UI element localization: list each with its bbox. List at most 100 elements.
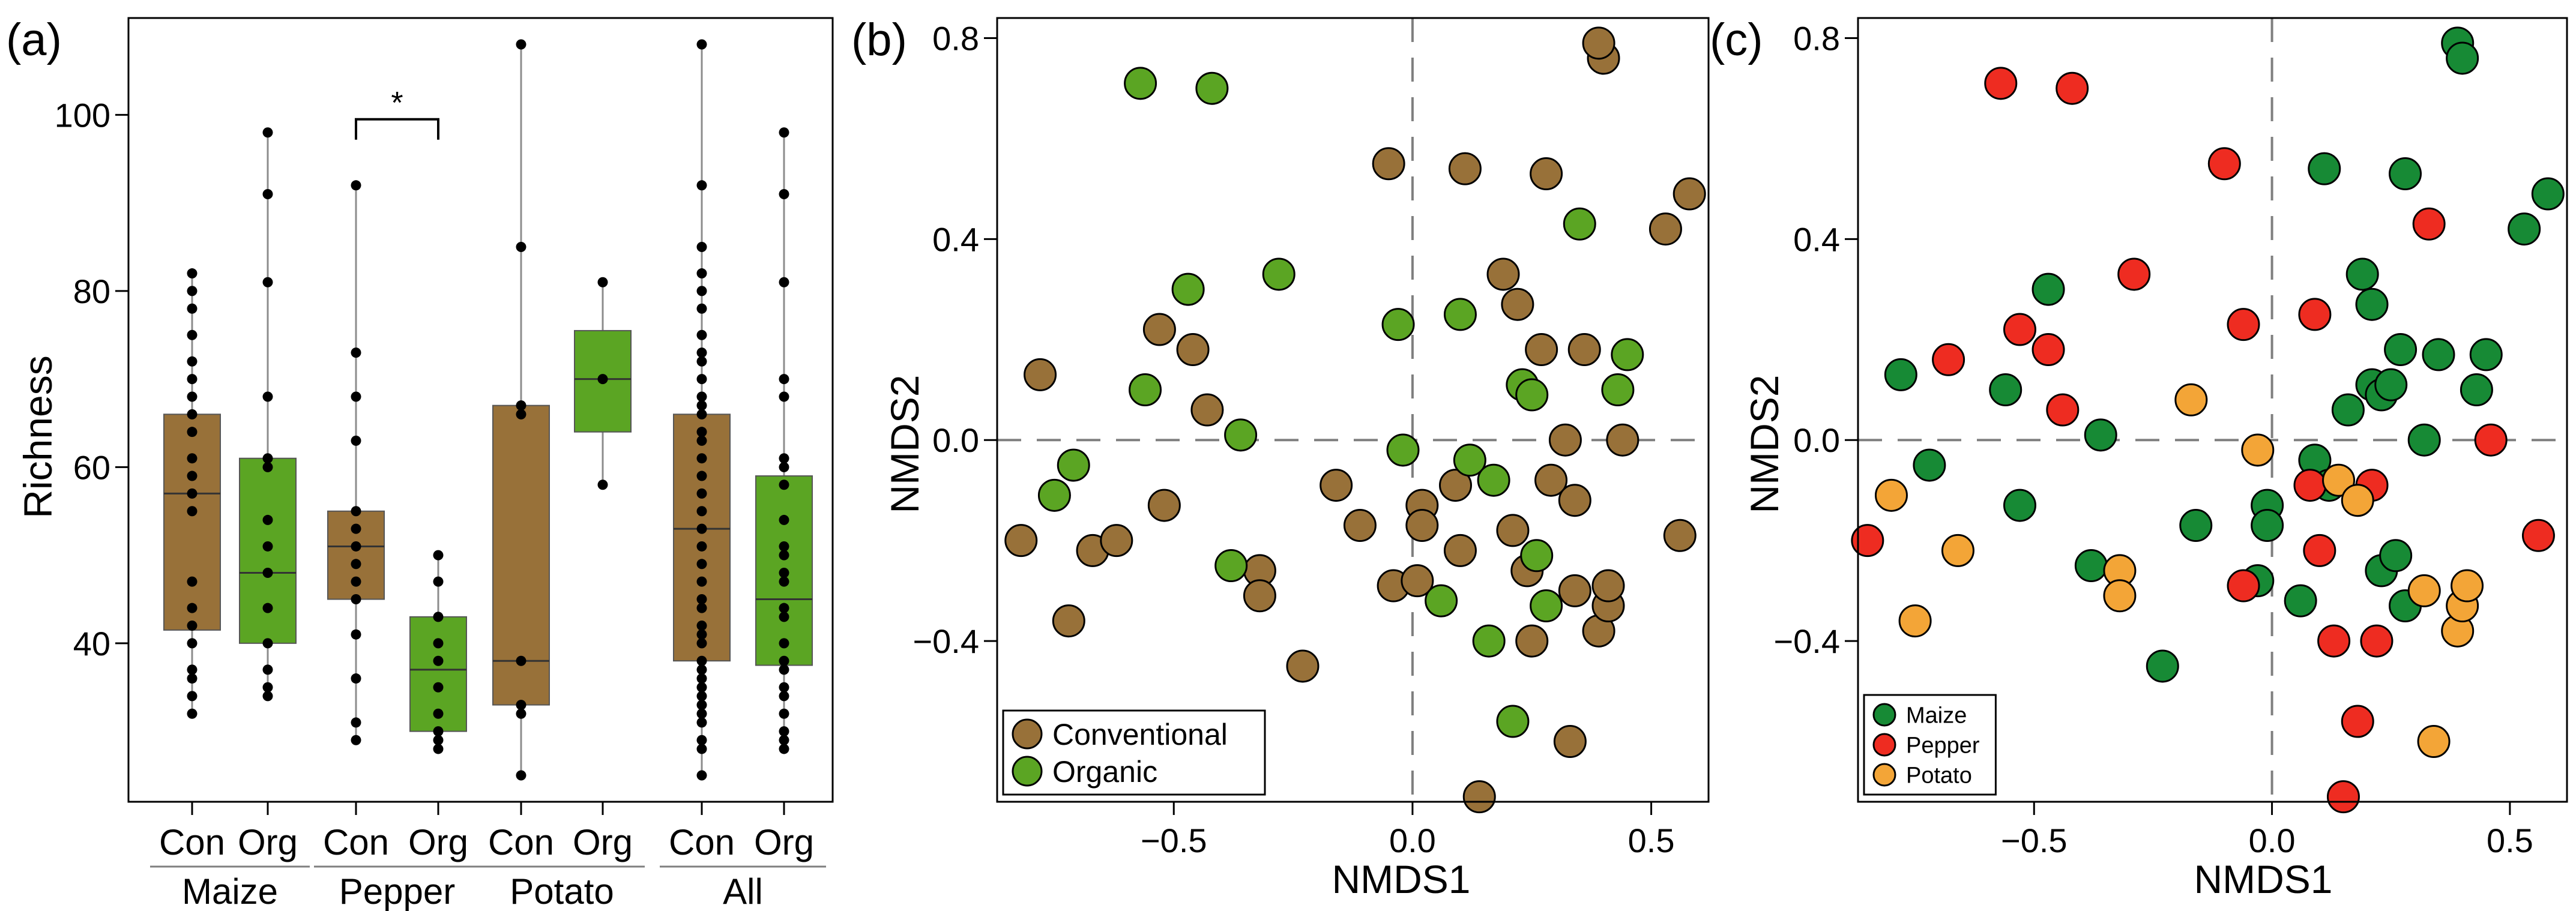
conventional-point [1024, 358, 1057, 391]
data-point [187, 303, 198, 314]
panel-a-boxes [163, 44, 813, 775]
legend-label: Pepper [1906, 733, 1980, 759]
organic-point [1214, 549, 1248, 583]
conventional-point [1558, 574, 1591, 607]
data-point [696, 39, 707, 50]
data-point [696, 356, 707, 367]
data-point [351, 576, 361, 587]
data-point [516, 409, 526, 419]
data-point [779, 603, 789, 613]
data-point [262, 453, 273, 464]
data-point [696, 427, 707, 437]
data-point [779, 691, 789, 702]
data-point [433, 735, 444, 745]
data-point [696, 673, 707, 684]
potato-point [2451, 569, 2484, 603]
data-point [187, 576, 198, 587]
legend-marker-maize [1872, 703, 1896, 727]
data-point [187, 391, 198, 402]
conventional-point [1401, 564, 1434, 598]
conventional-point [1591, 569, 1625, 603]
data-point [696, 374, 707, 385]
y-tick-label: 100 [55, 96, 110, 134]
conventional-point [1320, 469, 1353, 502]
data-point [696, 488, 707, 499]
pepper-point [1984, 67, 2018, 100]
data-point [262, 188, 273, 199]
y-tick-label: 80 [73, 272, 110, 310]
x-tick-label: 0.0 [1389, 822, 1436, 859]
data-point [696, 286, 707, 296]
data-point [779, 480, 789, 490]
data-point [696, 471, 707, 481]
data-point [696, 621, 707, 631]
conventional-point [1190, 393, 1224, 427]
data-point [187, 374, 198, 385]
data-point [187, 603, 198, 613]
data-point [779, 127, 789, 138]
data-point [779, 638, 789, 649]
panel-b-legend: Conventional Organic [1002, 709, 1266, 796]
data-point [779, 391, 789, 402]
data-point [696, 400, 707, 411]
data-point [351, 523, 361, 534]
data-point [187, 506, 198, 517]
data-point [597, 277, 608, 287]
organic-point [1611, 338, 1644, 371]
panel-a-y-axis: 40 60 80 100 [55, 96, 128, 663]
organic-point [1386, 433, 1420, 467]
x-tick-label: 0.5 [2487, 822, 2533, 859]
data-point [696, 717, 707, 728]
data-point [433, 655, 444, 666]
panel-c-x-axis-label: NMDS1 [2194, 857, 2332, 901]
data-point [433, 612, 444, 622]
maize-point [2469, 338, 2503, 371]
panel-a-points [187, 39, 789, 781]
legend-marker-pepper [1872, 733, 1896, 757]
data-point [187, 268, 198, 279]
organic-point [1381, 308, 1415, 341]
conventional-point [1004, 524, 1038, 558]
data-point [351, 347, 361, 358]
organic-point [1520, 539, 1554, 573]
maize-point [2179, 509, 2213, 543]
data-point [433, 744, 444, 754]
potato-point [1941, 534, 1974, 567]
data-point [779, 664, 789, 675]
y-tick-label: 40 [73, 625, 110, 663]
panel-a-category-labels: Con Org Con Org Con Org Con Org Maize Pepper Potat… [150, 822, 826, 911]
data-point [779, 726, 789, 737]
data-point [696, 691, 707, 702]
data-point [779, 744, 789, 754]
organic-point [1563, 207, 1596, 241]
panel-b-plot-frame [996, 17, 1710, 803]
data-point [262, 541, 273, 552]
data-point [696, 700, 707, 711]
data-point [779, 462, 789, 472]
data-point [262, 514, 273, 525]
data-point [696, 541, 707, 552]
maize-point [2032, 272, 2065, 306]
data-point [262, 277, 273, 287]
pepper-point [2474, 423, 2508, 457]
data-point [696, 664, 707, 675]
conventional-point [1142, 313, 1176, 346]
potato-point [2103, 579, 2137, 613]
data-point [597, 374, 608, 385]
box-potato-con [492, 404, 550, 706]
panel-c-y-axis-label: NMDS2 [1742, 374, 1787, 513]
data-point [262, 462, 273, 472]
maize-point [2284, 584, 2317, 618]
legend-label: Conventional [1052, 718, 1228, 751]
data-point [779, 735, 789, 745]
data-point [187, 488, 198, 499]
x-tick-label: −0.5 [1141, 822, 1207, 859]
maize-point [2331, 393, 2365, 427]
organic-point [1124, 67, 1157, 100]
data-point [262, 638, 273, 649]
data-point [779, 514, 789, 525]
potato-point [2322, 463, 2356, 497]
y-tick-label: 0.4 [932, 220, 979, 258]
data-point [516, 700, 526, 711]
